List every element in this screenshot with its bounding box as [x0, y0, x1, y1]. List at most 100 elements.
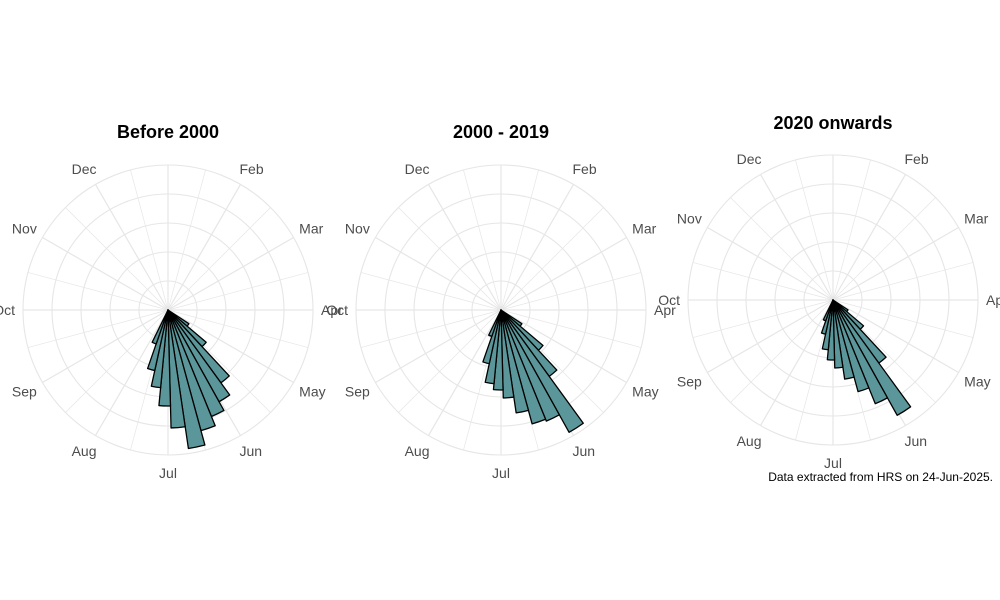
month-label-jul: Jul — [824, 455, 842, 471]
grid-spoke — [759, 174, 834, 301]
month-label-dec: Dec — [405, 161, 430, 177]
chart-title: 2000 - 2019 — [453, 122, 549, 142]
month-label-mar: Mar — [964, 211, 988, 227]
panel-2000-2019: 2000 - 2019JanFebMarAprMayJunJulAugSepOc… — [326, 122, 676, 481]
grid-spoke — [94, 309, 169, 436]
grid-spoke — [65, 309, 169, 413]
grid-spoke — [759, 299, 834, 426]
month-label-oct: Oct — [0, 302, 15, 318]
month-label-aug: Aug — [72, 443, 97, 459]
grid-spoke — [167, 207, 271, 311]
grid-spoke — [130, 169, 169, 311]
grid-spoke — [500, 184, 575, 311]
grid-spoke — [65, 207, 169, 311]
rose-bar — [500, 309, 515, 399]
grid-spoke — [398, 309, 502, 413]
rose-bar — [167, 309, 206, 450]
rose-bar — [500, 309, 547, 425]
month-label-nov: Nov — [677, 211, 702, 227]
month-label-jun: Jun — [905, 433, 928, 449]
grid-spoke — [375, 236, 502, 311]
data-source-caption: Data extracted from HRS on 24-Jun-2025. — [768, 470, 993, 484]
grid-spoke — [795, 159, 834, 301]
month-label-jun: Jun — [240, 443, 263, 459]
grid-spoke — [500, 207, 604, 311]
month-label-jun: Jun — [573, 443, 596, 459]
grid-spoke — [832, 159, 871, 301]
grid-spoke — [27, 309, 169, 348]
chart-title: 2020 onwards — [773, 113, 892, 133]
grid-spoke — [360, 272, 502, 311]
rose-bar — [822, 299, 834, 322]
grid-spoke — [167, 309, 309, 348]
grid-spoke — [500, 309, 627, 384]
grid-spoke — [500, 236, 627, 311]
panel-before-2000: Before 2000JanFebMarAprMayJunJulAugSepOc… — [0, 122, 343, 481]
rose-bar — [500, 309, 560, 422]
panel-2020-onwards: 2020 onwardsJanFebMarAprMayJunJulAugSepO… — [658, 113, 1000, 471]
grid-spoke — [832, 197, 936, 301]
grid-spoke — [167, 236, 294, 311]
rose-bar — [832, 299, 855, 380]
grid-spoke — [398, 207, 502, 311]
grid-spoke — [832, 299, 959, 374]
month-label-aug: Aug — [737, 433, 762, 449]
month-label-dec: Dec — [72, 161, 97, 177]
month-label-dec: Dec — [737, 151, 762, 167]
month-label-aug: Aug — [405, 443, 430, 459]
grid-spoke — [832, 174, 907, 301]
rose-bar — [500, 309, 530, 414]
grid-spoke — [832, 299, 974, 338]
rose-bar — [167, 309, 186, 429]
month-label-sep: Sep — [12, 384, 37, 400]
grid-spoke — [360, 309, 502, 348]
grid-spoke — [832, 262, 974, 301]
month-label-jul: Jul — [159, 465, 177, 481]
rose-bar — [832, 299, 912, 416]
grid-spoke — [167, 272, 309, 311]
month-label-feb: Feb — [573, 161, 597, 177]
grid-spoke — [730, 197, 834, 301]
grid-spoke — [27, 272, 169, 311]
month-label-jul: Jul — [492, 465, 510, 481]
month-label-may: May — [632, 384, 658, 400]
grid-spoke — [832, 226, 959, 301]
rose-bar — [832, 299, 870, 393]
chart-title: Before 2000 — [117, 122, 219, 142]
month-label-sep: Sep — [677, 374, 702, 390]
grid-spoke — [42, 309, 169, 384]
grid-spoke — [692, 262, 834, 301]
grid-spoke — [167, 184, 242, 311]
month-label-may: May — [299, 384, 325, 400]
rose-bar — [488, 309, 502, 338]
rose-bar — [151, 309, 169, 345]
grid-spoke — [463, 169, 502, 311]
month-label-nov: Nov — [345, 221, 370, 237]
grid-spoke — [375, 309, 502, 384]
month-label-feb: Feb — [240, 161, 264, 177]
grid-spoke — [707, 226, 834, 301]
grid-spoke — [500, 169, 539, 311]
grid-spoke — [427, 184, 502, 311]
grid-spoke — [94, 184, 169, 311]
grid-spoke — [707, 299, 834, 374]
grid-spoke — [730, 299, 834, 403]
month-label-apr: Apr — [321, 302, 343, 318]
month-label-feb: Feb — [905, 151, 929, 167]
month-label-mar: Mar — [299, 221, 323, 237]
month-label-may: May — [964, 374, 990, 390]
month-label-nov: Nov — [12, 221, 37, 237]
month-label-sep: Sep — [345, 384, 370, 400]
grid-spoke — [427, 309, 502, 436]
rose-bar — [832, 299, 844, 369]
month-label-apr: Apr — [654, 302, 676, 318]
grid-spoke — [42, 236, 169, 311]
month-label-apr: Apr — [986, 292, 1000, 308]
grid-spoke — [167, 309, 294, 384]
grid-spoke — [500, 309, 642, 348]
grid-spoke — [692, 299, 834, 338]
rose-bar — [832, 299, 889, 405]
month-label-mar: Mar — [632, 221, 656, 237]
month-label-oct: Oct — [658, 292, 680, 308]
